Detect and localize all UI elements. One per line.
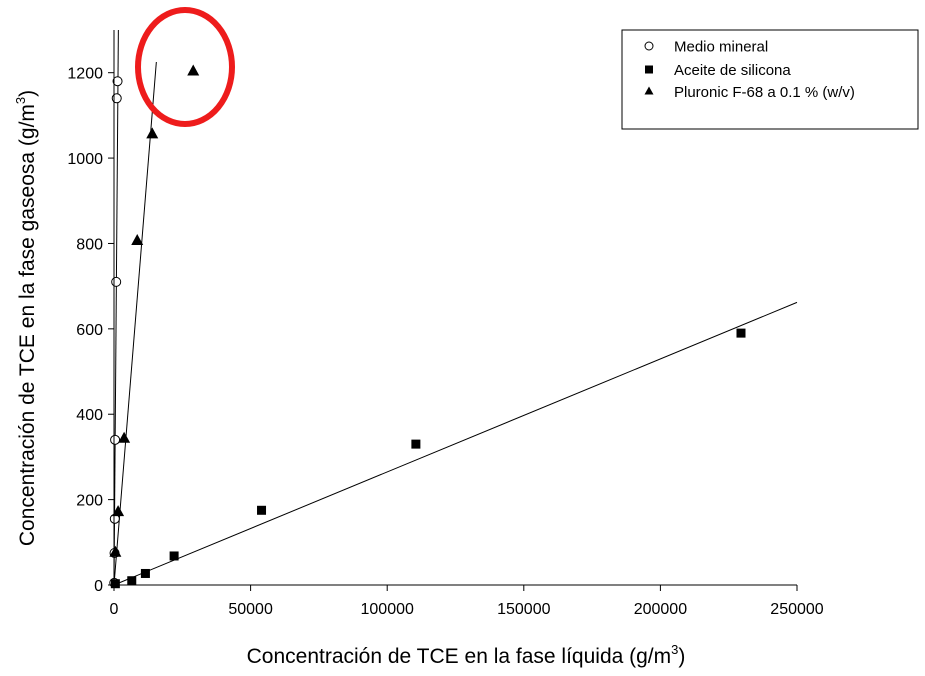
point-aceite-de-silicona (257, 505, 267, 515)
x-axis-label: Concentración de TCE en la fase líquida … (247, 642, 686, 668)
point-aceite-de-silicona (169, 551, 179, 561)
point-pluronic (131, 234, 144, 246)
y-tick-label: 0 (94, 578, 103, 595)
x-tick-label: 250000 (770, 601, 823, 618)
point-aceite-de-silicona (127, 576, 137, 586)
point-medio-mineral (112, 76, 123, 87)
legend-label-pluronic: Pluronic F-68 a 0.1 % (w/v) (674, 84, 855, 101)
point-aceite-de-silicona (736, 328, 746, 338)
y-tick-label: 1200 (67, 66, 103, 83)
fit-line-series-0 (113, 29, 119, 586)
fit-line-series-2 (113, 61, 157, 586)
data-points (109, 64, 746, 589)
y-tick-label: 400 (76, 407, 103, 424)
y-axis-label: Concentración de TCE en la fase gaseosa … (13, 90, 39, 546)
legend-marker-square (645, 65, 653, 74)
x-tick-label: 200000 (634, 601, 687, 618)
point-pluronic (109, 545, 122, 557)
point-pluronic (146, 127, 159, 139)
point-medio-mineral (110, 434, 121, 445)
legend-marker-circle (644, 41, 654, 51)
y-tick-label: 600 (76, 322, 103, 339)
y-ticks: 0 200 400 600 800 1000 1200 (67, 66, 114, 595)
point-medio-mineral (111, 276, 122, 287)
fit-lines (113, 29, 798, 586)
x-axis-label-close: ) (678, 645, 685, 668)
x-tick-label: 50000 (228, 601, 273, 618)
x-axis-label-superscript: 3 (671, 642, 678, 657)
x-tick-label: 100000 (361, 601, 414, 618)
point-aceite-de-silicona (110, 579, 120, 589)
y-axis-label-text: Concentración de TCE en la fase gaseosa … (16, 104, 39, 546)
point-pluronic (118, 431, 131, 443)
y-tick-label: 800 (76, 236, 103, 253)
y-axis-label-superscript: 3 (13, 97, 28, 104)
x-tick-label: 0 (110, 601, 119, 618)
point-pluronic (112, 505, 125, 517)
x-ticks: 0 50000 100000 150000 200000 250000 (110, 585, 824, 618)
legend-box (621, 29, 919, 130)
point-aceite-de-silicona (411, 439, 421, 449)
y-tick-label: 1000 (67, 151, 103, 168)
x-axis-label-text: Concentración de TCE en la fase líquida … (247, 645, 672, 668)
legend-label-medio-mineral: Medio mineral (674, 39, 768, 56)
point-pluronic (187, 64, 200, 76)
point-aceite-de-silicona (140, 568, 150, 578)
highlight-ellipse (135, 7, 235, 127)
legend: Medio mineral Aceite de silicona Pluroni… (621, 29, 919, 130)
x-tick-label: 150000 (497, 601, 550, 618)
y-tick-label: 200 (76, 493, 103, 510)
legend-marker-triangle (644, 86, 654, 95)
y-axis-label-close: ) (16, 90, 39, 97)
fit-line-series-1 (113, 301, 798, 586)
legend-label-aceite-de-silicona: Aceite de silicona (674, 62, 791, 79)
